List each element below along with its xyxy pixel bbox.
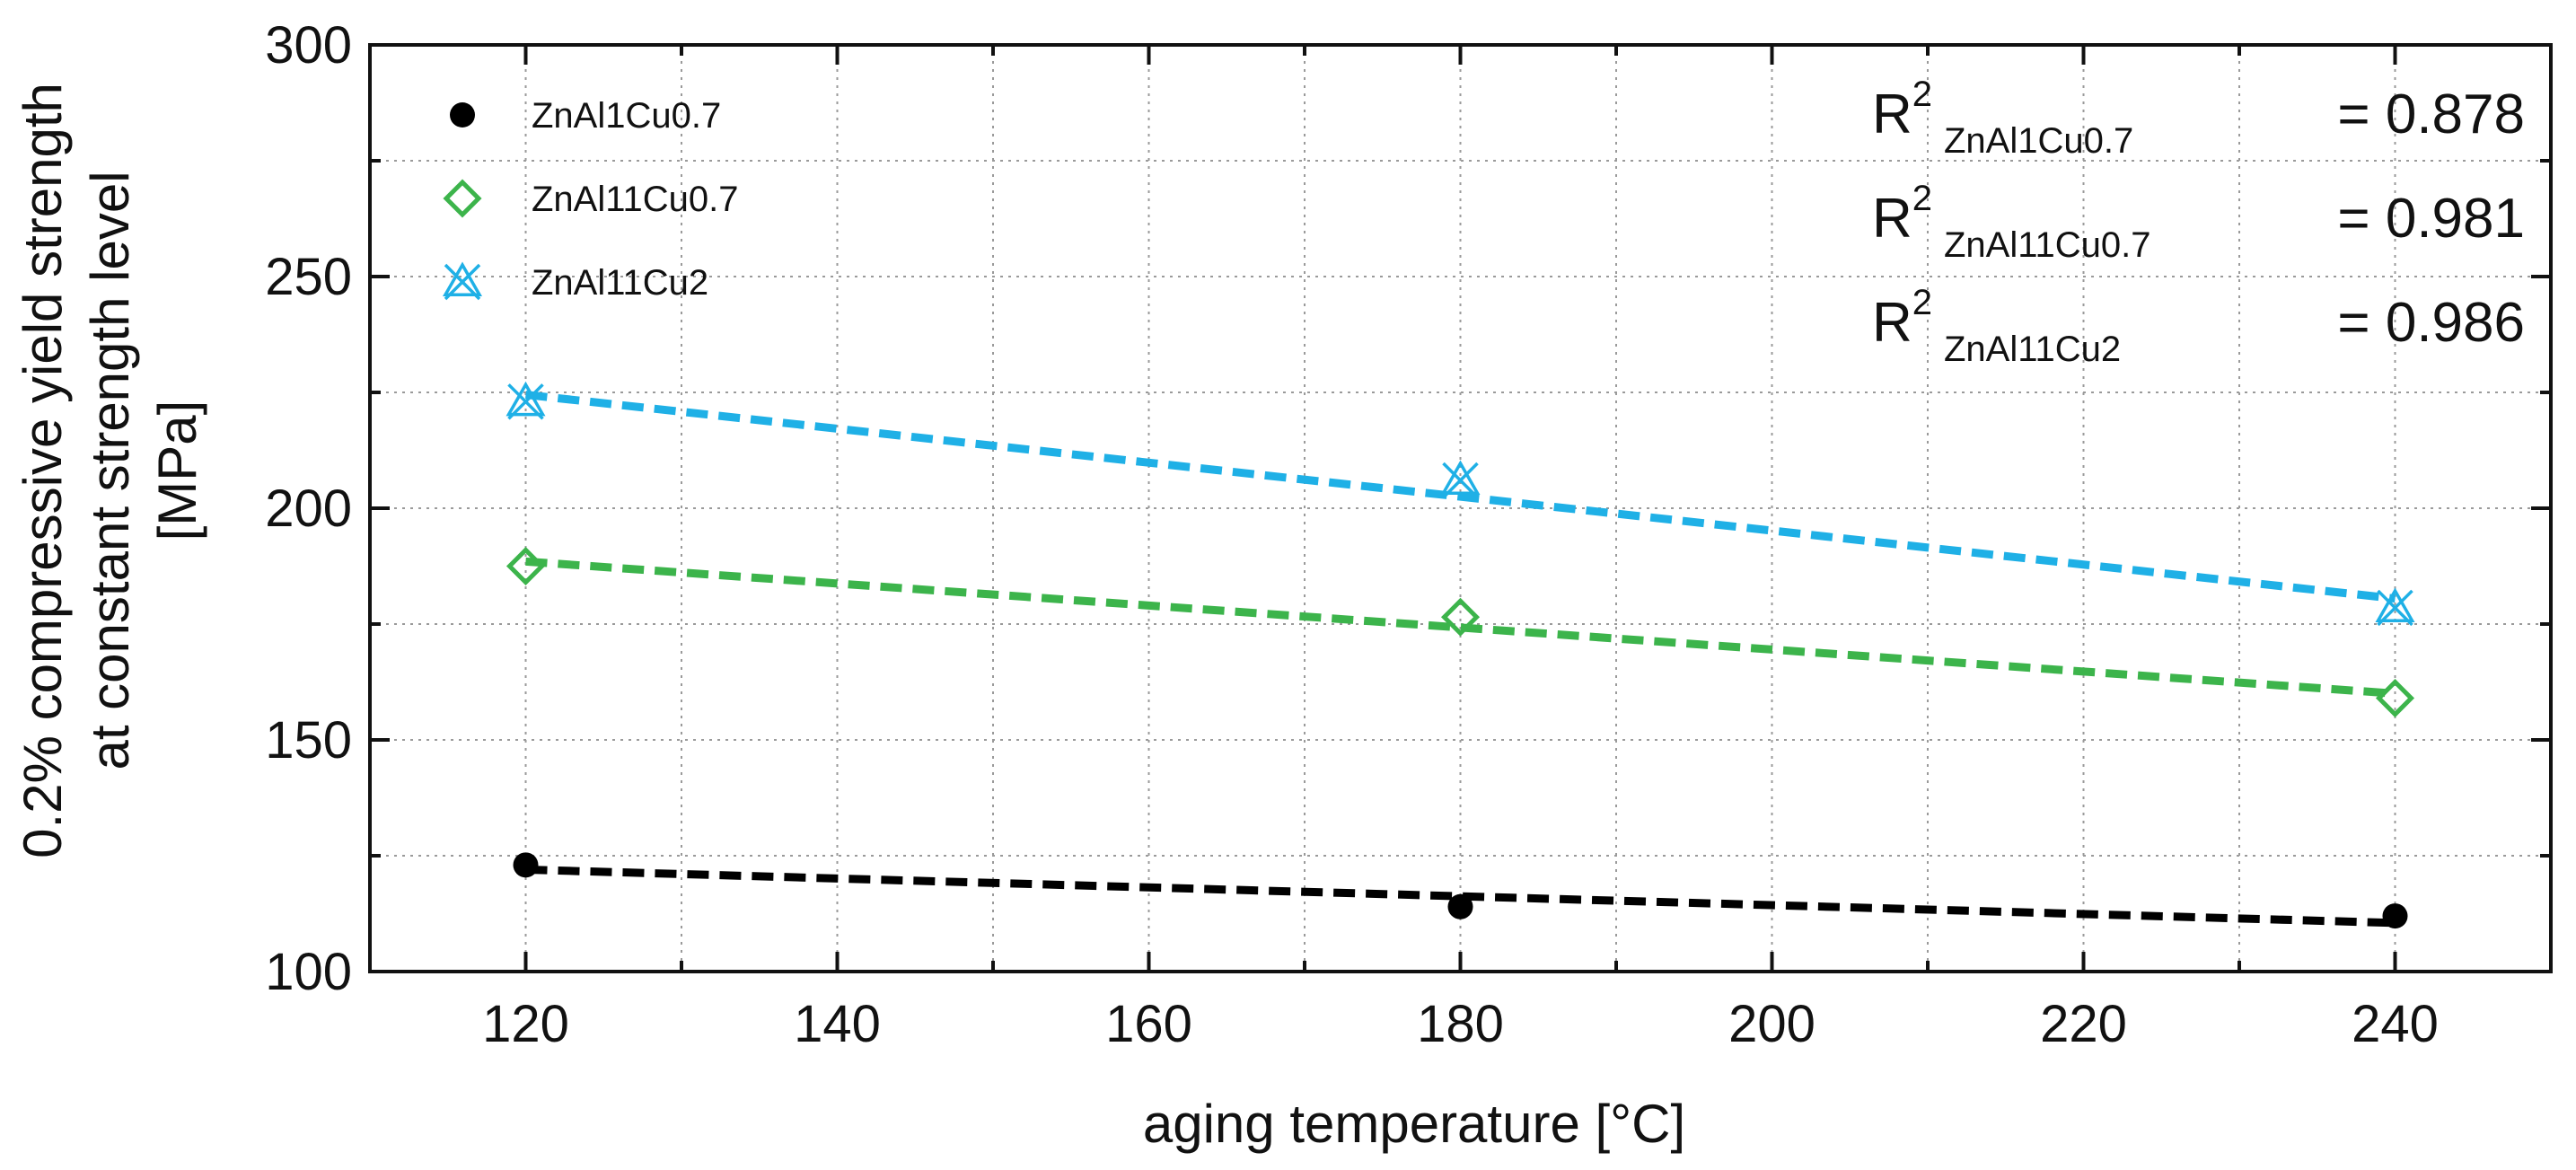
- legend-marker-ZnAl1Cu0.7: [450, 102, 475, 128]
- r2-value: = 0.986: [2337, 292, 2525, 354]
- r2-value: = 0.878: [2337, 84, 2525, 145]
- y-tick-label: 300: [265, 16, 352, 75]
- x-tick-label: 200: [1728, 995, 1816, 1053]
- legend: ZnAl1Cu0.7 ZnAl11Cu0.7 ZnAl11Cu2: [442, 96, 739, 303]
- data-point-ZnAl11Cu0.7: [1440, 597, 1481, 637]
- r2-value: = 0.981: [2337, 188, 2525, 250]
- marker-part: [1440, 460, 1481, 496]
- data-points: [506, 381, 2415, 929]
- data-point-ZnAl1Cu0.7: [2382, 903, 2408, 929]
- r2-label: R2ZnAl1Cu0.7: [1872, 75, 2133, 161]
- grid: [370, 45, 2551, 972]
- data-point-ZnAl1Cu0.7: [513, 852, 539, 878]
- r2-label: R2ZnAl11Cu2: [1872, 283, 2121, 369]
- r2-label: R2ZnAl11Cu0.7: [1872, 179, 2151, 265]
- y-tick-label: 150: [265, 711, 352, 770]
- y-tick-label: 200: [265, 479, 352, 538]
- data-point-ZnAl11Cu0.7: [506, 546, 546, 586]
- data-point-ZnAl11Cu2: [506, 381, 546, 420]
- data-point-ZnAl11Cu2: [1440, 460, 1481, 499]
- data-point-ZnAl11Cu2: [2375, 587, 2415, 627]
- y-axis-title-line-1: 0.2% compressive yield strength: [13, 83, 73, 858]
- y-axis-tick-labels: 100 150 200 250 300: [265, 16, 352, 1001]
- r2-annotations: R2ZnAl1Cu0.7 = 0.878 R2ZnAl11Cu0.7 = 0.981 R…: [1872, 75, 2525, 369]
- data-point-ZnAl11Cu0.7: [2375, 679, 2415, 718]
- x-tick-label: 160: [1105, 995, 1192, 1053]
- marker-part: [506, 381, 546, 417]
- x-tick-label: 140: [794, 995, 881, 1053]
- x-axis-title: aging temperature [°C]: [1143, 1094, 1685, 1154]
- y-axis-title: 0.2% compressive yield strength at const…: [13, 83, 207, 858]
- fit-line-ZnAl1Cu0.7: [525, 865, 2396, 928]
- legend-label: ZnAl1Cu0.7: [532, 96, 721, 136]
- x-tick-label: 240: [2352, 995, 2439, 1053]
- x-tick-label: 120: [482, 995, 569, 1053]
- marker-part: [2375, 587, 2415, 622]
- y-axis-title-line-2: at constant strength level: [80, 171, 140, 770]
- fit-line-ZnAl11Cu0.7: [525, 557, 2396, 698]
- x-tick-label: 180: [1417, 995, 1504, 1053]
- fit-line-ZnAl11Cu2: [525, 391, 2396, 603]
- axis-ticks: [370, 45, 2551, 972]
- legend-marker-ZnAl11Cu0.7: [443, 179, 482, 218]
- legend-marker-ZnAl11Cu2: [442, 261, 483, 301]
- x-tick-label: 220: [2040, 995, 2127, 1053]
- y-tick-label: 250: [265, 248, 352, 306]
- data-point-ZnAl1Cu0.7: [1447, 893, 1473, 919]
- y-tick-label: 100: [265, 943, 352, 1001]
- y-axis-title-line-3: [MPa]: [147, 400, 207, 541]
- fit-lines: [525, 391, 2396, 928]
- marker-part: [442, 261, 483, 296]
- legend-label: ZnAl11Cu0.7: [532, 180, 739, 219]
- x-axis-tick-labels: 120 140 160 180 200 220 240: [482, 995, 2439, 1053]
- legend-label: ZnAl11Cu2: [532, 263, 708, 303]
